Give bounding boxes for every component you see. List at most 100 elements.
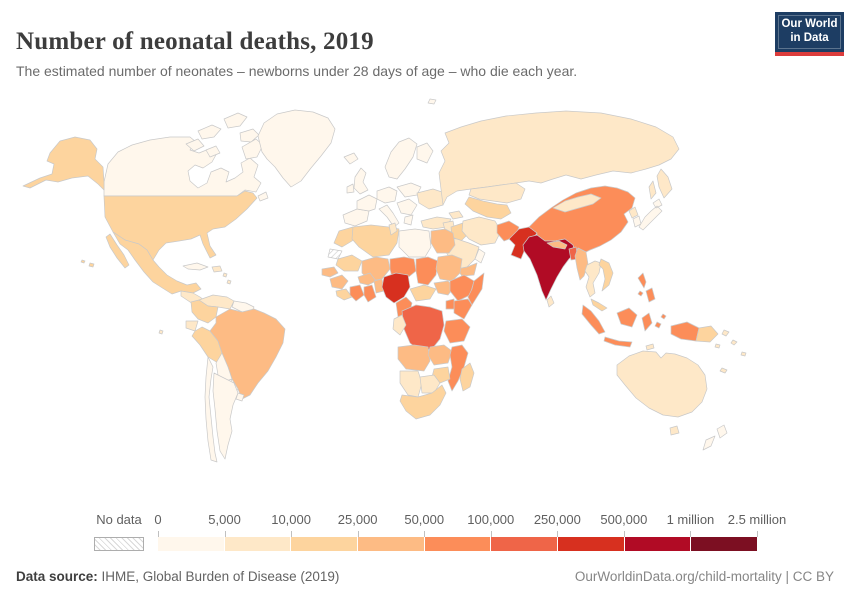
country-svalbard[interactable] [427, 98, 437, 105]
country-kazakhstan[interactable] [468, 182, 526, 204]
country-south-africa[interactable] [399, 384, 447, 420]
country-uruguay[interactable] [235, 392, 245, 402]
country-mozambique[interactable] [447, 344, 469, 392]
country-north-korea[interactable] [628, 206, 639, 219]
legend-swatch-1[interactable] [224, 537, 292, 551]
country-mexico[interactable] [105, 231, 202, 295]
region-central-asia[interactable] [464, 196, 512, 220]
legend-swatch-5[interactable] [491, 537, 559, 551]
country-timor[interactable] [645, 343, 655, 351]
country-western-sahara[interactable] [327, 248, 343, 260]
country-papua-new-guinea[interactable] [695, 325, 719, 343]
country-kamchatka[interactable] [648, 168, 673, 200]
country-sudan[interactable] [435, 254, 463, 282]
country-canada-islands[interactable] [185, 112, 269, 202]
region-scandinavia[interactable] [384, 137, 418, 180]
country-philippines[interactable] [637, 272, 656, 303]
country-algeria[interactable] [351, 224, 400, 258]
legend-swatch-3[interactable] [358, 537, 425, 551]
country-united-kingdom[interactable] [353, 167, 369, 195]
country-alaska[interactable] [22, 136, 105, 191]
country-tanzania[interactable] [443, 318, 471, 344]
country-indonesia[interactable] [581, 304, 700, 348]
country-hawaii[interactable] [80, 259, 95, 268]
country-madagascar[interactable] [459, 362, 475, 392]
owid-logo[interactable]: Our World in Data [775, 12, 844, 56]
country-italy[interactable] [378, 204, 400, 228]
country-guinea[interactable] [329, 274, 349, 290]
region-eastern-europe[interactable] [416, 188, 446, 210]
data-source-label: Data source: [16, 569, 98, 584]
country-central-african-republic[interactable] [409, 284, 437, 302]
country-dr-congo[interactable] [401, 304, 445, 352]
country-cuba[interactable] [182, 262, 209, 271]
region-central-europe[interactable] [376, 186, 398, 204]
country-india[interactable] [522, 234, 576, 301]
region-poland-baltic[interactable] [396, 182, 422, 198]
country-nigeria[interactable] [381, 272, 411, 304]
region-iberia[interactable] [342, 208, 370, 227]
country-myanmar[interactable] [574, 247, 589, 281]
country-tunisia[interactable] [388, 222, 398, 236]
country-uganda[interactable] [445, 298, 455, 310]
legend-tick-label: 10,000 [271, 512, 311, 527]
legend-swatch-4[interactable] [424, 537, 492, 551]
country-finland[interactable] [416, 142, 434, 164]
country-congo-gabon[interactable] [392, 314, 407, 336]
country-zambia[interactable] [427, 344, 453, 366]
country-oman[interactable] [474, 248, 486, 264]
country-mauritania[interactable] [335, 254, 363, 272]
country-brazil[interactable] [209, 308, 286, 400]
legend-tick-label: 5,000 [208, 512, 241, 527]
country-malaysia[interactable] [590, 298, 608, 312]
country-japan[interactable] [638, 198, 663, 231]
country-angola[interactable] [397, 344, 431, 372]
country-mongolia[interactable] [552, 193, 602, 213]
country-vietnam[interactable] [598, 258, 614, 292]
country-canada[interactable] [103, 136, 262, 197]
country-chile[interactable] [204, 356, 218, 463]
country-new-zealand[interactable] [702, 424, 728, 451]
country-sri-lanka[interactable] [546, 295, 555, 308]
country-burkina-faso[interactable] [357, 272, 377, 286]
map-legend: 0 5,000 10,000 25,000 50,000 100,000 250,000 50… [154, 512, 786, 552]
country-thailand[interactable] [584, 260, 602, 298]
legend-tick-mark [557, 531, 559, 537]
attribution-link[interactable]: OurWorldinData.org/child-mortality | CC … [574, 569, 834, 584]
country-sierra-leone[interactable] [335, 288, 353, 301]
country-ghana[interactable] [363, 284, 377, 303]
legend-swatch-2[interactable] [291, 537, 359, 551]
legend-no-data-swatch[interactable] [94, 537, 144, 551]
region-balkans[interactable] [396, 198, 418, 216]
country-australia[interactable] [616, 350, 708, 436]
country-argentina[interactable] [212, 372, 239, 460]
country-galapagos[interactable] [158, 329, 164, 335]
region-caucasus[interactable] [448, 210, 464, 220]
country-france[interactable] [356, 194, 378, 212]
country-namibia[interactable] [399, 370, 423, 398]
country-chad[interactable] [415, 256, 439, 286]
country-nepal[interactable] [546, 240, 568, 250]
country-egypt[interactable] [430, 228, 456, 254]
region-pacific-islands[interactable] [714, 329, 747, 374]
country-ecuador[interactable] [185, 320, 199, 332]
country-hispaniola[interactable] [211, 265, 223, 273]
country-greece[interactable] [403, 214, 414, 226]
legend-swatch-0[interactable] [158, 537, 225, 551]
country-iceland[interactable] [343, 152, 359, 165]
country-senegal[interactable] [321, 266, 339, 278]
country-kenya[interactable] [453, 298, 473, 320]
region-caribbean-islands[interactable] [222, 272, 232, 285]
country-iran[interactable] [461, 216, 502, 246]
country-libya[interactable] [398, 228, 432, 258]
country-ivory-coast[interactable] [349, 284, 365, 302]
country-ireland[interactable] [346, 183, 355, 194]
country-greenland[interactable] [257, 109, 336, 188]
legend-swatch-6[interactable] [558, 537, 625, 551]
legend-tick-mark [690, 531, 692, 537]
legend-swatch-7[interactable] [624, 537, 692, 551]
legend-tick-mark [757, 531, 758, 537]
country-yemen[interactable] [456, 262, 478, 277]
country-botswana[interactable] [419, 374, 441, 394]
legend-swatch-8[interactable] [691, 537, 758, 551]
